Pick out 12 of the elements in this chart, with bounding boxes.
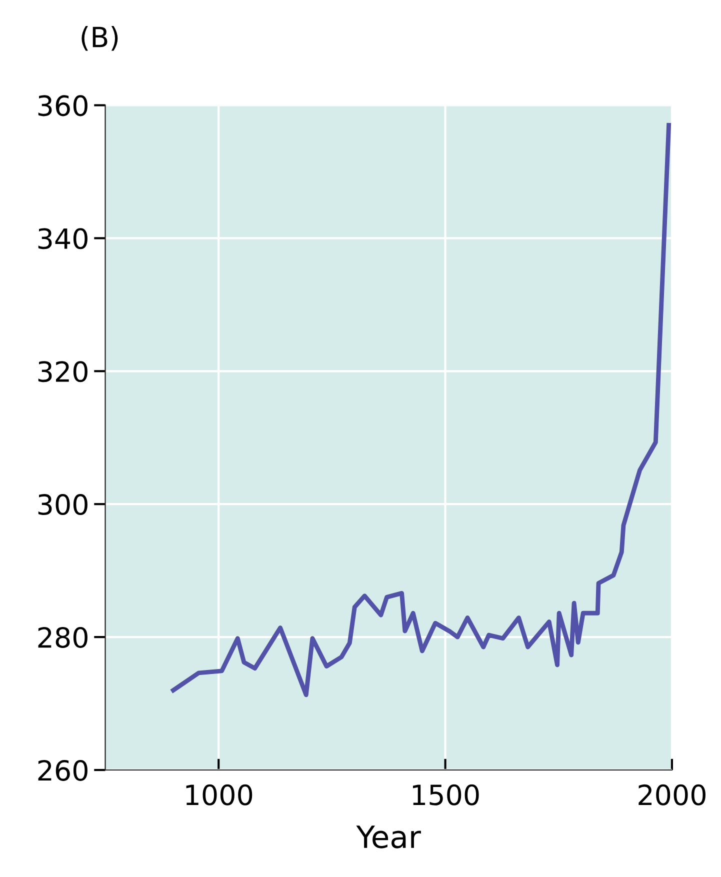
x-tick-label: 1500 xyxy=(412,784,479,806)
y-tick-label: 260 xyxy=(38,760,88,781)
y-tick-label: 320 xyxy=(38,361,88,382)
y-tick-label: 360 xyxy=(38,95,88,116)
chart-title: (B) xyxy=(82,26,118,51)
x-tick-label: 1000 xyxy=(186,784,252,806)
x-tick-label: 2000 xyxy=(638,784,706,806)
x-axis-title: Year xyxy=(356,826,421,848)
y-tick-label: 340 xyxy=(38,228,88,250)
y-tick-label: 300 xyxy=(38,494,88,516)
line-series xyxy=(171,122,672,698)
y-tick-label: 280 xyxy=(38,626,88,648)
